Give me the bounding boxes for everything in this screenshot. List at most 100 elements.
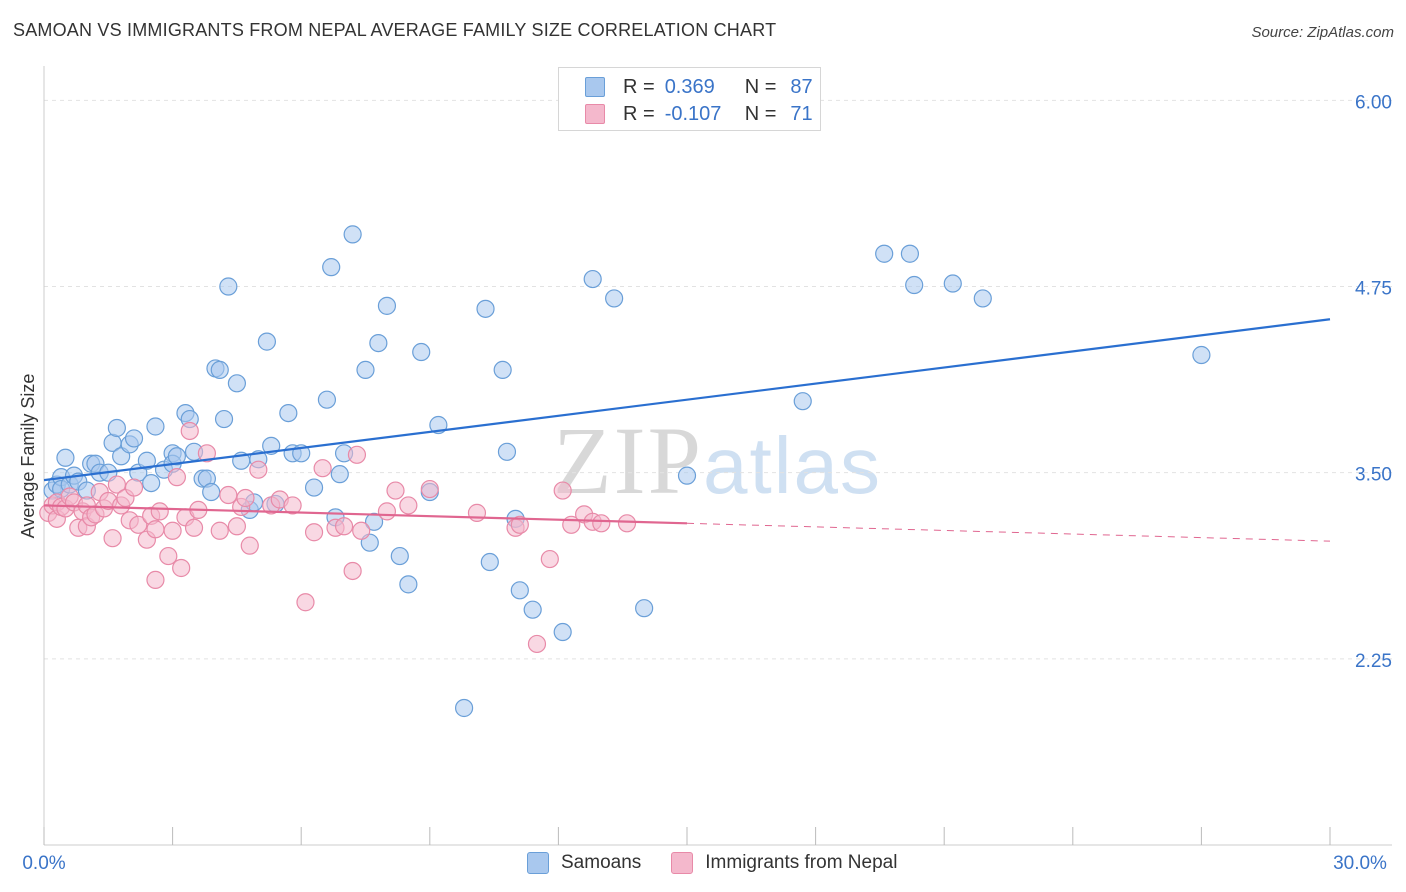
samoans-point (317, 390, 337, 409)
legend-n-value: 71 (790, 102, 813, 125)
nepal-point (420, 479, 439, 499)
samoans-point (219, 277, 238, 296)
samoans-point (227, 374, 246, 393)
nepal-point (124, 478, 144, 497)
legend-swatch-pink (585, 104, 605, 124)
samoans-point (279, 403, 298, 423)
nepal-point (399, 496, 418, 515)
legend-swatch-samoans (527, 852, 549, 874)
nepal-point (377, 502, 397, 521)
samoans-point (257, 332, 277, 351)
samoans-point (973, 289, 992, 308)
legend-label-nepal: Immigrants from Nepal (705, 852, 898, 873)
legend-r-value: 0.369 (664, 75, 715, 98)
legend-r-label: R = (623, 75, 655, 98)
nepal-point (527, 634, 547, 654)
nepal-point (343, 561, 362, 581)
nepal-point (240, 536, 259, 555)
samoans-point (635, 599, 654, 618)
source-label: Source: ZipAtlas.com (1251, 24, 1394, 41)
nepal-trend-line-dashed (686, 522, 1331, 542)
chart-title: SAMOAN VS IMMIGRANTS FROM NEPAL AVERAGE … (13, 20, 777, 40)
samoans-point (553, 622, 572, 642)
legend-r-label: R = (623, 102, 655, 125)
samoans-point (210, 360, 229, 380)
nepal-point (184, 518, 204, 537)
samoans-point (900, 244, 920, 263)
samoans-point (1192, 345, 1211, 365)
nepal-point (159, 546, 178, 566)
nepal-point (510, 515, 529, 534)
nepal-point (296, 593, 315, 612)
nepal-point (197, 444, 216, 463)
legend-label-samoans: Samoans (561, 852, 642, 873)
correlation-legend: R = 0.369 N = 87 R = -0.107 N = 71 (558, 67, 821, 131)
nepal-point (146, 520, 165, 539)
samoans-point (454, 698, 474, 718)
legend-n-value: 87 (790, 75, 813, 98)
samoans-point (304, 478, 324, 497)
samoans-point (356, 360, 375, 380)
samoans-point (202, 482, 221, 502)
samoans-point (510, 581, 529, 600)
nepal-trend-line (43, 504, 688, 525)
nepal-point (163, 521, 182, 540)
watermark-zip: ZIP (553, 407, 703, 514)
nepal-point (592, 514, 611, 533)
samoans-point (497, 442, 517, 461)
samoans-point (343, 225, 362, 244)
nepal-point (107, 475, 126, 494)
samoans-point (493, 360, 512, 380)
nepal-point (386, 481, 405, 500)
samoans-point (369, 333, 388, 353)
nepal-point (352, 521, 371, 540)
x-tick-label: 0.0% (22, 853, 65, 874)
legend-n-label: N = (744, 75, 777, 98)
y-tick-label: 4.75 (1355, 279, 1392, 300)
samoans-point (390, 546, 409, 566)
samoans-point (476, 299, 495, 318)
y-tick-label: 3.50 (1355, 465, 1392, 486)
nepal-point (283, 496, 302, 515)
samoans-point (330, 465, 349, 484)
nepal-point (467, 503, 487, 522)
samoans-point (364, 512, 384, 531)
nepal-point (249, 460, 268, 479)
samoans-point (56, 448, 75, 467)
nepal-point (167, 468, 186, 487)
samoans-point (322, 258, 341, 277)
samoans-point (142, 473, 161, 493)
nepal-point (129, 515, 148, 534)
samoans-trend-line (43, 318, 1331, 482)
nepal-point (313, 459, 332, 478)
samoans-point (377, 296, 397, 315)
nepal-point (180, 421, 199, 441)
nepal-point (347, 445, 367, 464)
nepal-point (304, 523, 324, 542)
samoans-point (214, 409, 234, 429)
watermark-atlas: atlas (703, 421, 882, 510)
nepal-point (103, 529, 122, 548)
nepal-point (219, 485, 238, 505)
samoans-point (943, 274, 962, 293)
nepal-point (553, 481, 572, 500)
samoans-point (905, 275, 924, 295)
samoans-point (793, 392, 812, 411)
nepal-point (146, 570, 165, 590)
samoans-point (137, 451, 156, 470)
nepal-point (227, 517, 246, 536)
series-legend: Samoans Immigrants from Nepal (527, 852, 927, 874)
samoans-point (605, 289, 624, 308)
nepal-point (540, 549, 559, 569)
samoans-point (399, 575, 418, 594)
y-tick-label: 2.25 (1355, 651, 1392, 672)
samoans-point (412, 342, 431, 362)
legend-item-nepal: Immigrants from Nepal (671, 852, 897, 874)
legend-r-value: -0.107 (664, 102, 722, 125)
legend-row-nepal: R = -0.107 N = 71 (585, 103, 813, 125)
legend-row-samoans: R = 0.369 N = 87 (585, 76, 813, 98)
nepal-point (236, 488, 255, 508)
samoans-point (167, 447, 186, 466)
samoans-point (146, 417, 165, 436)
